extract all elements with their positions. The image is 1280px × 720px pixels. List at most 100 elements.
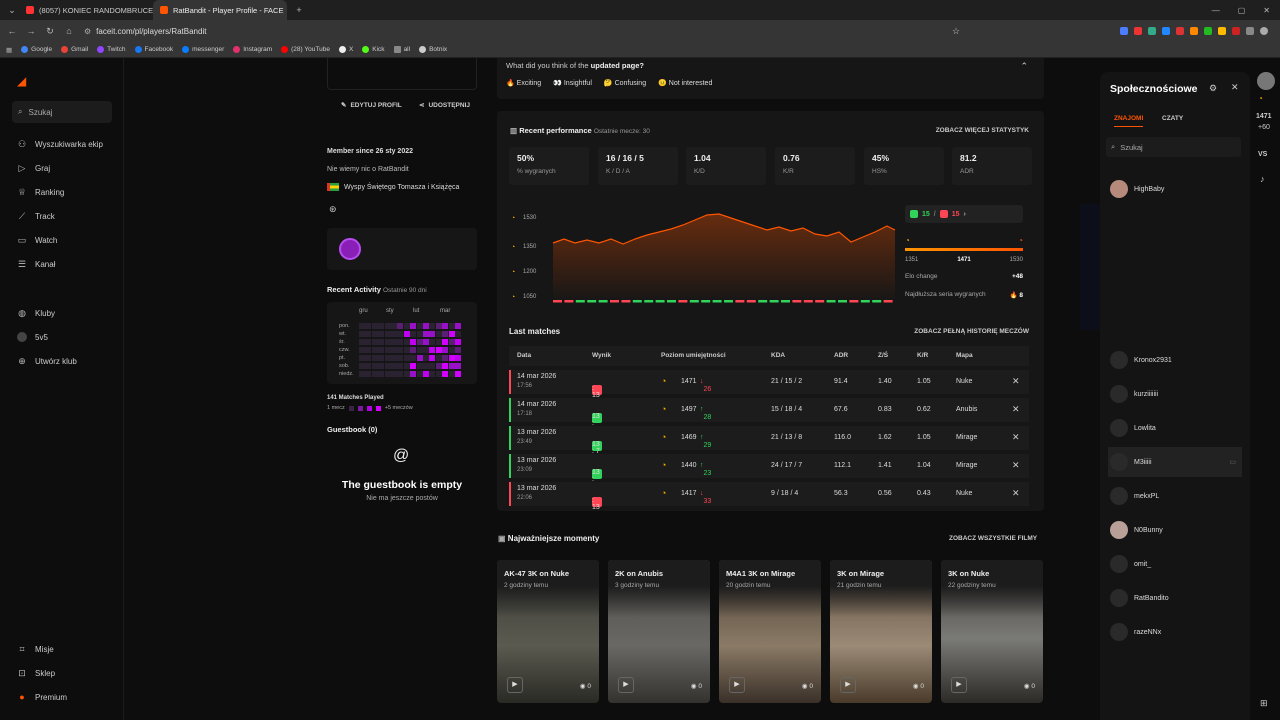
chat-icon[interactable]: ▭ bbox=[1229, 459, 1236, 466]
user-avatar[interactable] bbox=[1257, 72, 1275, 90]
play-icon[interactable]: ▶ bbox=[618, 677, 634, 693]
bookmark-kick[interactable]: Kick bbox=[362, 46, 385, 53]
crossed-swords-icon[interactable]: ✕ bbox=[1012, 376, 1020, 386]
share-profile-button[interactable]: ⋖ UDOSTĘPNIJ bbox=[419, 101, 470, 110]
chevron-up-icon[interactable]: ⌃ bbox=[1020, 61, 1028, 71]
browser-tab-youtube[interactable]: (8057) KONIEC RANDOMBRUCE ✕ bbox=[19, 0, 153, 20]
tab-friends[interactable]: ZNAJOMI bbox=[1114, 115, 1144, 127]
extension-icon[interactable] bbox=[1134, 27, 1142, 35]
tab-search-icon[interactable]: ⌄ bbox=[8, 4, 16, 15]
sidebar-item-create-club[interactable]: ⊕ Utwórz klub bbox=[17, 356, 77, 367]
extension-icon[interactable] bbox=[1204, 27, 1212, 35]
sidebar-search[interactable]: ⌕ Szukaj bbox=[12, 101, 112, 123]
play-icon[interactable]: ▶ bbox=[840, 677, 856, 693]
friend-item[interactable]: Kronox2931 bbox=[1108, 349, 1242, 371]
extension-icon[interactable] bbox=[1246, 27, 1254, 35]
sidebar-item-party-finder[interactable]: ⚇ Wyszukiwarka ekip bbox=[17, 139, 103, 150]
minimize-icon[interactable]: — bbox=[1211, 5, 1220, 15]
sidebar-item-watch[interactable]: ▭ Watch bbox=[17, 235, 58, 246]
friend-item[interactable]: N0Bunny bbox=[1108, 519, 1242, 541]
feedback-confusing[interactable]: 🤔 Confusing bbox=[603, 80, 647, 87]
friend-item[interactable]: omit_ bbox=[1108, 553, 1242, 575]
bookmark-botnix[interactable]: Botnix bbox=[419, 46, 447, 53]
win-loss-summary[interactable]: 15 / 15 › bbox=[905, 205, 1023, 223]
bookmark-google[interactable]: Google bbox=[21, 46, 52, 53]
extension-icon[interactable] bbox=[1120, 27, 1128, 35]
crossed-swords-icon[interactable]: ✕ bbox=[1012, 404, 1020, 414]
friend-item[interactable]: RatBandito bbox=[1108, 587, 1242, 609]
bookmark-x[interactable]: X bbox=[338, 46, 353, 53]
more-stats-link[interactable]: ZOBACZ WIĘCEJ STATYSTYK bbox=[935, 127, 1029, 134]
full-history-link[interactable]: ZOBACZ PEŁNĄ HISTORIĘ MECZÓW bbox=[914, 328, 1029, 335]
extension-icon[interactable] bbox=[1218, 27, 1226, 35]
friend-item[interactable]: mekxPL bbox=[1108, 485, 1242, 507]
friend-item[interactable]: kurziiiiiii bbox=[1108, 383, 1242, 405]
feedback-not-interested[interactable]: 😐 Not interested bbox=[658, 80, 713, 87]
highlight-card[interactable]: 3K on Mirage 21 godzin temu ▶ ◉ 0 bbox=[830, 560, 932, 703]
reload-icon[interactable]: ↻ bbox=[46, 25, 54, 36]
sidebar-item-channel[interactable]: ☰ Kanał bbox=[17, 259, 56, 270]
all-videos-link[interactable]: ZOBACZ WSZYSTKIE FILMY bbox=[949, 535, 1038, 542]
club-badge-icon[interactable] bbox=[339, 238, 361, 260]
forward-icon[interactable]: → bbox=[26, 26, 36, 36]
gift-icon[interactable]: ⊞ bbox=[1260, 698, 1268, 708]
highlight-card[interactable]: M4A1 3K on Mirage 20 godzin temu ▶ ◉ 0 bbox=[719, 560, 821, 703]
friend-item[interactable]: HighBaby bbox=[1108, 178, 1242, 200]
feedback-exciting[interactable]: 🔥 Exciting bbox=[506, 80, 542, 87]
apps-icon[interactable]: ▦ bbox=[6, 46, 13, 54]
edit-profile-button[interactable]: ✎ EDYTUJ PROFIL bbox=[341, 101, 402, 110]
sidebar-item-play[interactable]: ▷ Graj bbox=[17, 163, 51, 174]
highlight-card[interactable]: 3K on Nuke 22 godziny temu ▶ ◉ 0 bbox=[941, 560, 1043, 703]
table-row[interactable]: 13 mar 2026 22:06 : 13 ◔ 1417 ↓ 33 9 / 18 / 4… bbox=[509, 482, 1029, 511]
friend-item[interactable]: M3iiiii ▭ bbox=[1108, 447, 1242, 477]
settings-icon[interactable]: ⚙ bbox=[1209, 83, 1218, 93]
friend-item[interactable]: Lowlita bbox=[1108, 417, 1242, 439]
extension-icon[interactable] bbox=[1232, 27, 1240, 35]
extension-icon[interactable] bbox=[1148, 27, 1156, 35]
extension-icon[interactable] bbox=[1162, 27, 1170, 35]
home-icon[interactable]: ⌂ bbox=[66, 26, 72, 36]
crossed-swords-icon[interactable]: ✕ bbox=[1012, 460, 1020, 470]
extension-icon[interactable] bbox=[1190, 27, 1198, 35]
bookmark-gmail[interactable]: Gmail bbox=[61, 46, 88, 53]
sidebar-item-clubs[interactable]: ◍ Kluby bbox=[17, 308, 55, 319]
maximize-icon[interactable]: ▢ bbox=[1237, 5, 1246, 15]
highlight-card[interactable]: AK-47 3K on Nuke 2 godziny temu ▶ ◉ 0 bbox=[497, 560, 599, 703]
bookmark-youtube[interactable]: (28) YouTube bbox=[281, 46, 330, 53]
site-info-icon[interactable]: ⚙ bbox=[84, 26, 92, 36]
bookmark-instagram[interactable]: Instagram bbox=[233, 46, 272, 53]
table-row[interactable]: 14 mar 2026 17:56 : 13 ◔ 1471 ↓ 26 21 / 15 / … bbox=[509, 370, 1029, 399]
friends-search[interactable]: ⌕ Szukaj bbox=[1106, 137, 1241, 157]
browser-tab-faceit[interactable]: RatBandit - Player Profile - FACE ✕ bbox=[153, 0, 287, 20]
steam-icon[interactable]: ⊛ bbox=[329, 204, 337, 214]
tab-chats[interactable]: CZATY bbox=[1162, 115, 1184, 122]
sidebar-item-missions[interactable]: ⌗ Misje bbox=[17, 644, 53, 655]
extension-icon[interactable] bbox=[1176, 27, 1184, 35]
bookmark-messenger[interactable]: messenger bbox=[182, 46, 224, 53]
bookmark-folder-all[interactable]: all bbox=[393, 46, 410, 53]
feedback-insightful[interactable]: 👀 Insightful bbox=[553, 80, 592, 87]
bookmark-twitch[interactable]: Twitch bbox=[97, 46, 126, 53]
crossed-swords-icon[interactable]: ✕ bbox=[1012, 432, 1020, 442]
sidebar-item-track[interactable]: ⟋ Track bbox=[17, 211, 55, 222]
close-icon[interactable]: ✕ bbox=[1231, 82, 1239, 92]
play-icon[interactable]: ▶ bbox=[729, 677, 745, 693]
profile-avatar-icon[interactable] bbox=[1260, 27, 1268, 35]
new-tab-icon[interactable]: + bbox=[296, 5, 302, 15]
friend-item[interactable]: razeNNx bbox=[1108, 621, 1242, 643]
faceit-logo-icon[interactable]: ◢ bbox=[17, 74, 27, 88]
bell-icon[interactable]: ♪ bbox=[1260, 174, 1265, 184]
highlight-card[interactable]: 2K on Anubis 3 godziny temu ▶ ◉ 0 bbox=[608, 560, 710, 703]
bookmark-star-icon[interactable]: ☆ bbox=[952, 25, 961, 36]
sidebar-item-premium[interactable]: ● Premium bbox=[17, 692, 67, 702]
versus-icon[interactable]: VS bbox=[1258, 151, 1268, 158]
address-bar[interactable]: ⚙ faceit.com/pl/players/RatBandit bbox=[84, 23, 944, 39]
close-window-icon[interactable]: ✕ bbox=[1263, 5, 1270, 15]
sidebar-item-shop[interactable]: ⊡ Sklep bbox=[17, 668, 55, 679]
sidebar-item-ranking[interactable]: ♕ Ranking bbox=[17, 187, 64, 198]
table-row[interactable]: 13 mar 2026 23:49 13 : 7 ◔ 1469 ↑ 29 21 / 13 … bbox=[509, 426, 1029, 455]
back-icon[interactable]: ← bbox=[7, 26, 17, 36]
sidebar-item-5v5[interactable]: 5v5 bbox=[17, 332, 48, 342]
